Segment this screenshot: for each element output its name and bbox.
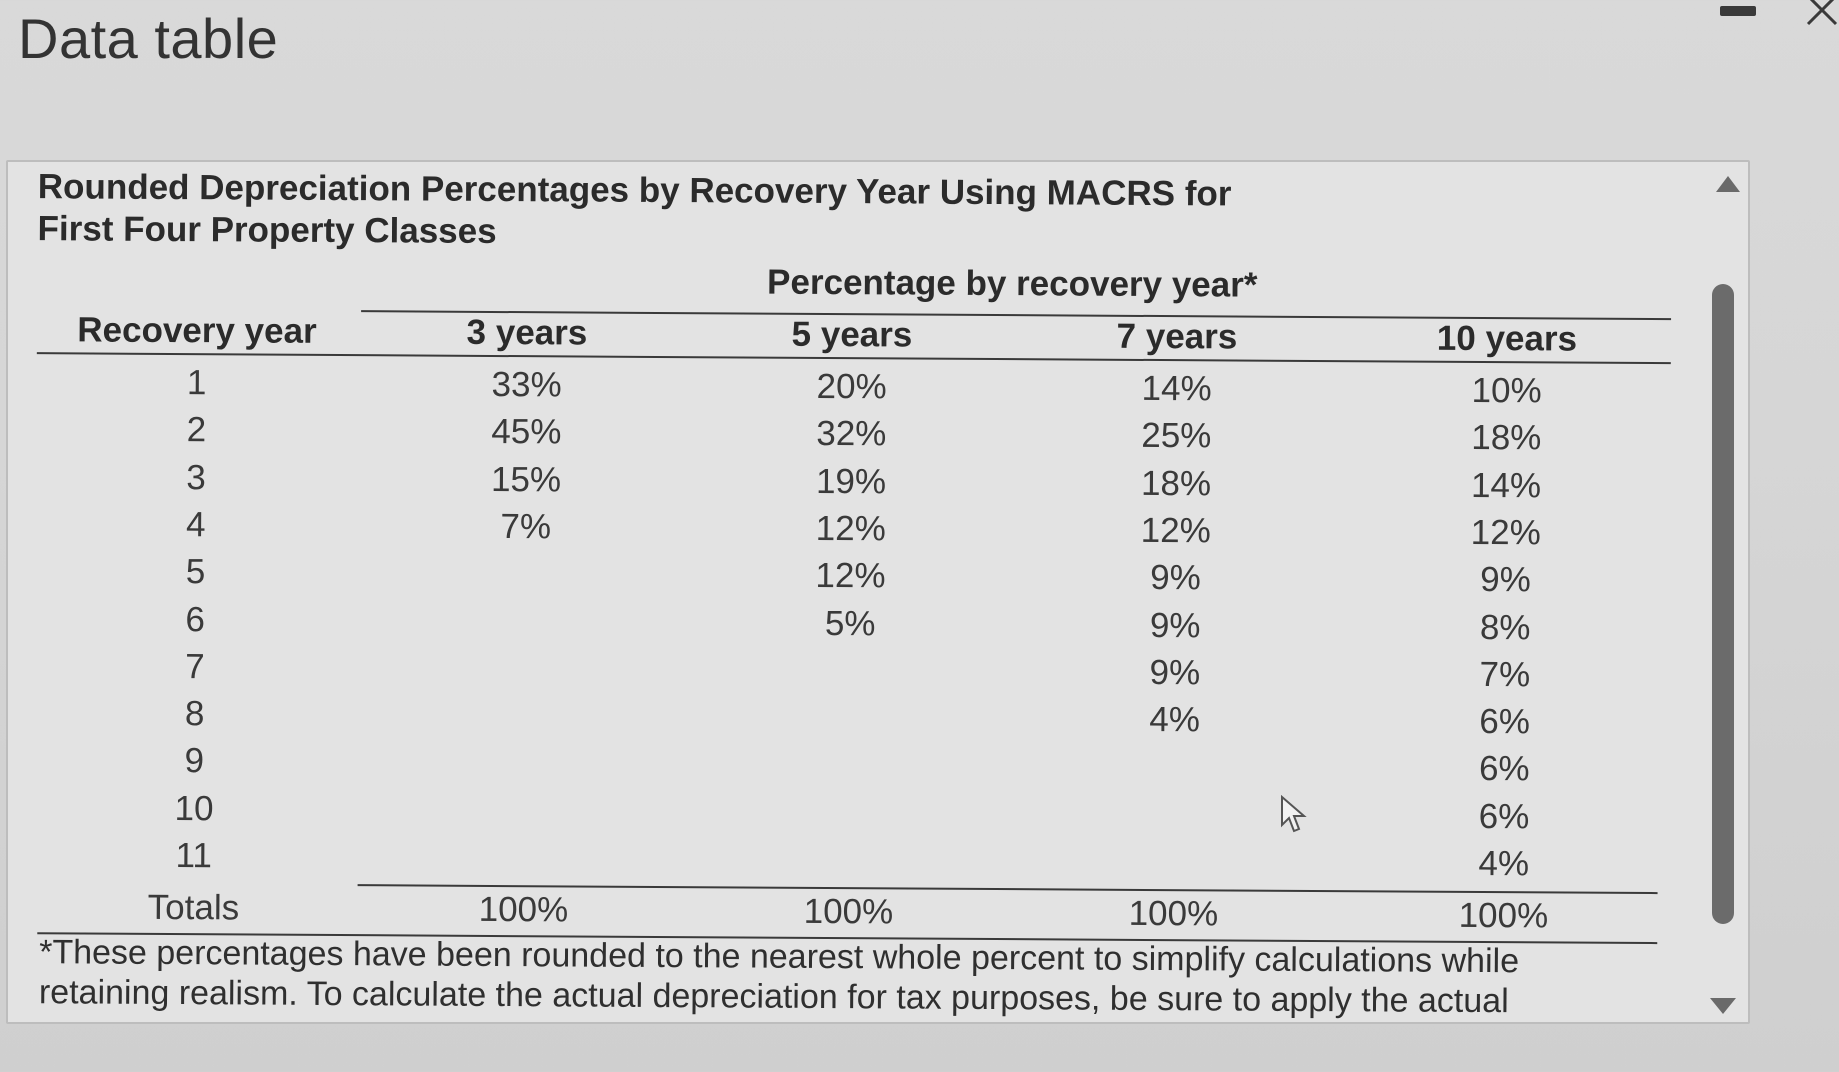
table-cell: 12% bbox=[815, 556, 886, 596]
group-header: Percentage by recovery year* bbox=[767, 262, 1258, 305]
cursor-icon bbox=[1281, 795, 1307, 833]
table-cell: 2 bbox=[186, 410, 207, 450]
close-icon[interactable] bbox=[1800, 0, 1839, 32]
table-cell bbox=[750, 698, 950, 699]
table-cell: 9 bbox=[184, 741, 205, 781]
window-title: Data table bbox=[18, 7, 279, 70]
table-title-line-1: Rounded Depreciation Percentages by Reco… bbox=[37, 167, 1232, 214]
table-cell bbox=[425, 696, 625, 697]
table-cell: 12% bbox=[815, 508, 886, 549]
table-cell: 9% bbox=[1150, 558, 1201, 598]
table-cell: 8% bbox=[1479, 607, 1531, 647]
table-cell: 15% bbox=[490, 459, 562, 499]
table-cell bbox=[425, 648, 625, 649]
table-content: Rounded Depreciation Percentages by Reco… bbox=[8, 162, 1698, 1022]
totals-cell: 100% bbox=[478, 889, 569, 930]
table-title-line-2: First Four Property Classes bbox=[37, 209, 497, 251]
table-title: Rounded Depreciation Percentages by Reco… bbox=[37, 166, 1231, 257]
table-cell: 12% bbox=[1470, 512, 1541, 553]
table-cell: 4% bbox=[1478, 843, 1530, 884]
table-cell: 18% bbox=[1471, 418, 1542, 458]
table-cell: 5 bbox=[185, 552, 206, 592]
scroll-thumb[interactable] bbox=[1712, 284, 1734, 924]
table-cell: 3 bbox=[186, 457, 206, 497]
totals-cell: 100% bbox=[1458, 895, 1549, 936]
table-cell bbox=[750, 650, 950, 651]
table-cell bbox=[424, 790, 624, 791]
table-cell: 14% bbox=[1141, 368, 1212, 409]
table-cell: 9% bbox=[1149, 652, 1201, 693]
table-cell bbox=[749, 745, 949, 746]
table-cell bbox=[426, 554, 626, 555]
table-cell: 10 bbox=[174, 788, 214, 828]
table-cell: 14% bbox=[1470, 465, 1542, 505]
table-cell: 20% bbox=[816, 366, 887, 407]
table-cell: 7 bbox=[185, 646, 205, 687]
column-header-5-years: 5 years bbox=[791, 314, 913, 355]
totals-cell: 100% bbox=[1128, 893, 1219, 934]
table-cell: 1 bbox=[186, 363, 207, 403]
table-cell bbox=[749, 792, 949, 793]
table-cell bbox=[749, 840, 949, 841]
table-cell bbox=[1074, 794, 1274, 795]
scroll-down-icon[interactable] bbox=[1710, 998, 1736, 1014]
table-cell: 8 bbox=[184, 694, 205, 734]
column-header-recovery-year: Recovery year bbox=[77, 310, 317, 351]
table-cell: 7% bbox=[500, 506, 552, 547]
table-cell: 7% bbox=[1479, 654, 1531, 695]
scroll-up-icon[interactable] bbox=[1716, 176, 1740, 192]
table-cell: 25% bbox=[1141, 416, 1212, 456]
table-cell bbox=[424, 838, 624, 839]
table-cell: 33% bbox=[491, 364, 562, 405]
table-cell: 10% bbox=[1471, 370, 1542, 411]
table-cell bbox=[424, 743, 624, 744]
minimize-icon[interactable] bbox=[1720, 6, 1756, 16]
column-header-7-years: 7 years bbox=[1116, 316, 1238, 357]
table-cell: 6 bbox=[185, 599, 206, 639]
table-cell: 11 bbox=[175, 836, 213, 876]
table-cell: 6% bbox=[1478, 796, 1530, 836]
table-cell: 19% bbox=[815, 461, 887, 501]
table-cell: 18% bbox=[1140, 463, 1212, 503]
table-cell: 9% bbox=[1480, 560, 1531, 600]
table-cell: 4% bbox=[1149, 700, 1201, 740]
column-header-3-years: 3 years bbox=[466, 312, 588, 353]
data-table-panel: Rounded Depreciation Percentages by Reco… bbox=[6, 160, 1750, 1024]
table-cell: 5% bbox=[824, 603, 876, 643]
table-cell: 12% bbox=[1140, 510, 1211, 551]
column-header-10-years: 10 years bbox=[1436, 318, 1578, 359]
table-cell: 45% bbox=[491, 412, 562, 452]
totals-label: Totals bbox=[147, 887, 240, 928]
table-cell: 6% bbox=[1478, 749, 1530, 789]
vertical-scrollbar[interactable] bbox=[1706, 162, 1746, 1022]
table-cell bbox=[1074, 747, 1274, 748]
table-cell: 32% bbox=[816, 414, 887, 454]
table-cell bbox=[1074, 842, 1274, 843]
table-cell bbox=[425, 601, 625, 602]
table-cell: 4 bbox=[185, 504, 206, 545]
table-cell: 9% bbox=[1149, 605, 1201, 645]
totals-cell: 100% bbox=[803, 891, 894, 932]
table-cell: 6% bbox=[1479, 702, 1531, 742]
footnote: *These percentages have been rounded to … bbox=[38, 933, 1520, 1021]
